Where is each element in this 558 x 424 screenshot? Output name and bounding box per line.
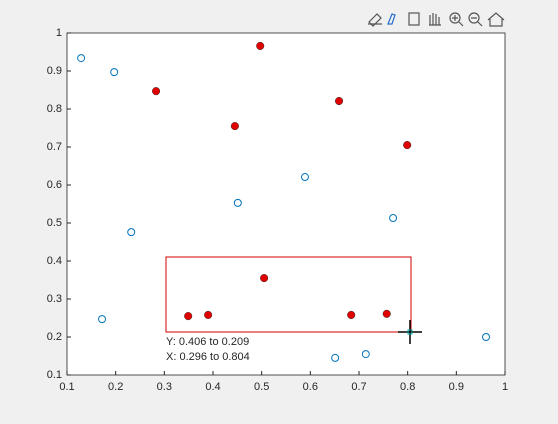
zoom-out-icon[interactable]	[468, 12, 480, 24]
pan-icon[interactable]	[429, 13, 441, 26]
y-tick-label: 0.5	[47, 217, 62, 229]
point	[184, 312, 193, 321]
x-tick-label: 0.2	[108, 381, 123, 393]
point	[382, 309, 391, 318]
point	[204, 310, 213, 320]
point	[403, 141, 412, 150]
brush-label: X: 0.296 to 0.804	[166, 351, 250, 363]
toolbar	[368, 12, 505, 27]
cursor-center	[407, 329, 413, 335]
point	[331, 353, 340, 362]
point	[110, 68, 119, 77]
point	[389, 214, 398, 223]
x-tick-label: 1	[502, 381, 508, 393]
point	[98, 315, 107, 324]
y-tick-label: 1	[56, 27, 62, 39]
point	[334, 96, 344, 106]
y-tick-label: 0.8	[47, 103, 62, 115]
point	[230, 122, 239, 131]
x-tick-label: 0.9	[449, 381, 464, 393]
point	[233, 198, 242, 207]
y-tick-label: 0.4	[47, 255, 62, 267]
brush-label: Y: 0.406 to 0.209	[166, 336, 249, 348]
point	[361, 350, 370, 359]
x-tick-label: 0.1	[59, 381, 74, 393]
point	[77, 54, 86, 63]
point	[256, 41, 265, 50]
point	[482, 333, 491, 341]
point	[347, 310, 356, 320]
cursor	[398, 320, 422, 344]
home-icon[interactable]	[487, 12, 505, 27]
y-tick-label: 0.7	[47, 141, 62, 153]
point	[152, 87, 161, 96]
x-tick-label: 0.4	[205, 381, 220, 393]
y-tick-label: 0.6	[47, 179, 62, 191]
y-tick-label: 0.1	[47, 369, 62, 381]
brush-rectangle	[165, 256, 412, 333]
point	[300, 173, 309, 182]
x-tick-label: 0.3	[157, 381, 172, 393]
axes	[66, 32, 506, 376]
point	[260, 274, 269, 283]
x-tick-label: 0.7	[351, 381, 366, 393]
insert-icon[interactable]	[408, 12, 420, 26]
y-tick-label: 0.3	[47, 293, 62, 305]
brush-icon[interactable]	[368, 13, 382, 27]
datatip-icon[interactable]	[387, 13, 396, 25]
point	[127, 228, 136, 237]
y-tick-label: 0.2	[47, 331, 62, 343]
x-tick-label: 0.5	[254, 381, 269, 393]
x-tick-label: 0.6	[303, 381, 318, 393]
zoom-in-icon[interactable]	[449, 12, 461, 24]
x-tick-label: 0.8	[400, 381, 415, 393]
y-tick-label: 0.9	[47, 65, 62, 77]
